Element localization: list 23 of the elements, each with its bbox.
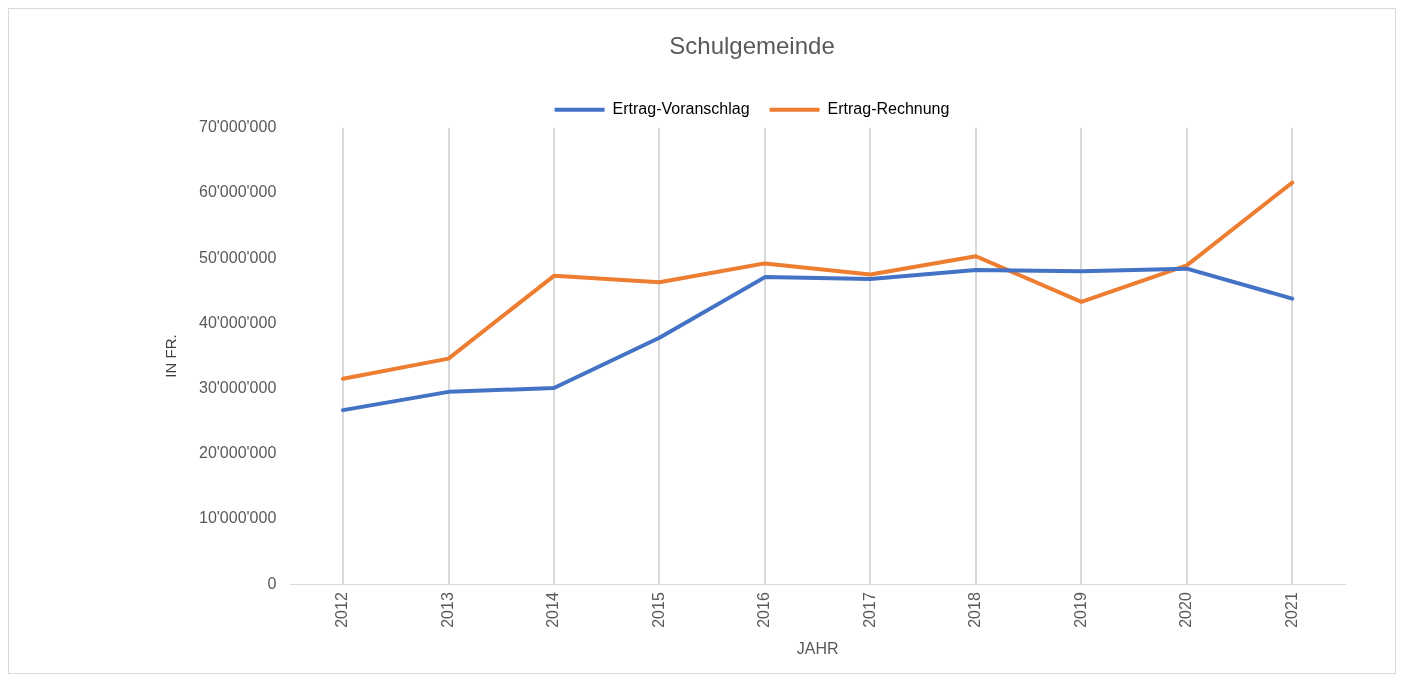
y-tick-label: 50'000'000 xyxy=(199,248,277,266)
x-tick-label: 2015 xyxy=(649,592,667,628)
y-tick-label: 10'000'000 xyxy=(199,509,277,527)
legend-label: Ertrag-Voranschlag xyxy=(612,100,750,118)
x-tick-label: 2016 xyxy=(755,592,773,628)
x-tick-label: 2021 xyxy=(1282,592,1300,628)
y-tick-label: 0 xyxy=(267,574,277,592)
x-tick-label: 2013 xyxy=(438,592,456,628)
y-axis-title: IN FR. xyxy=(162,334,180,378)
x-tick-label: 2012 xyxy=(333,592,351,628)
y-tick-label: 20'000'000 xyxy=(199,444,277,462)
x-tick-label: 2020 xyxy=(1177,592,1195,628)
x-tick-label: 2014 xyxy=(544,592,562,628)
legend-label: Ertrag-Rechnung xyxy=(827,100,950,118)
x-tick-label: 2018 xyxy=(966,592,984,628)
y-tick-label: 60'000'000 xyxy=(199,183,277,201)
y-tick-label: 30'000'000 xyxy=(199,379,277,397)
x-tick-label: 2019 xyxy=(1071,592,1089,628)
y-tick-label: 70'000'000 xyxy=(199,118,277,136)
x-tick-label: 2017 xyxy=(860,592,878,628)
chart-title: Schulgemeinde xyxy=(669,32,835,60)
x-axis-title: JAHR xyxy=(796,639,839,657)
y-tick-label: 40'000'000 xyxy=(199,313,277,331)
